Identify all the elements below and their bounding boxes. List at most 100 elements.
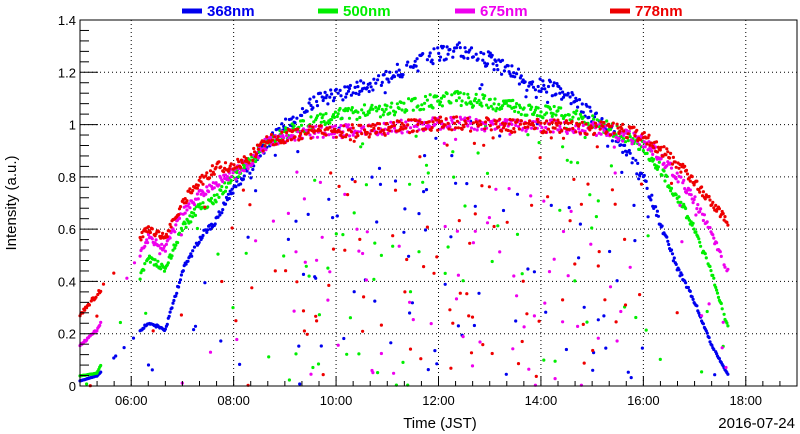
data-point: [532, 270, 537, 274]
data-point: [604, 346, 608, 350]
data-point: [512, 274, 516, 278]
data-point: [171, 301, 175, 305]
data-point: [644, 179, 648, 183]
data-point: [151, 329, 155, 333]
data-point: [608, 127, 613, 132]
data-point: [239, 165, 243, 169]
data-point: [711, 200, 715, 204]
data-point: [362, 125, 366, 129]
data-point: [488, 97, 492, 101]
data-point: [491, 107, 495, 111]
data-point: [83, 308, 87, 312]
data-point: [163, 327, 167, 331]
data-point: [190, 254, 194, 258]
data-point: [223, 202, 228, 206]
data-point: [514, 319, 518, 323]
data-point: [350, 177, 354, 181]
data-point: [510, 130, 514, 134]
data-point: [227, 196, 231, 201]
data-point: [254, 239, 258, 243]
data-point: [694, 230, 698, 234]
data-point: [454, 126, 458, 130]
data-point: [314, 276, 318, 280]
data-point: [654, 140, 659, 144]
data-point: [562, 126, 567, 130]
data-point: [429, 322, 433, 326]
data-point: [400, 108, 404, 112]
data-point: [146, 233, 151, 237]
data-point: [393, 110, 398, 114]
data-point: [377, 107, 381, 111]
data-point: [492, 224, 496, 229]
data-point: [459, 103, 463, 108]
data-point: [620, 127, 624, 131]
data-point: [254, 189, 258, 193]
data-point: [251, 167, 255, 172]
data-point: [338, 88, 342, 92]
data-point: [525, 113, 529, 117]
data-point: [206, 228, 210, 232]
data-point: [365, 130, 369, 135]
data-point: [579, 202, 584, 206]
data-point: [722, 312, 726, 316]
data-point: [138, 254, 142, 258]
data-point: [559, 106, 563, 110]
data-point: [500, 72, 504, 76]
data-point: [515, 232, 520, 236]
data-point: [688, 188, 692, 192]
data-point: [314, 124, 318, 128]
data-point: [217, 160, 221, 164]
x-tick-label: 06:00: [115, 393, 148, 408]
data-point: [673, 160, 677, 164]
data-point: [669, 186, 674, 190]
data-point: [478, 340, 482, 344]
data-point: [180, 228, 184, 233]
data-point: [249, 176, 253, 180]
data-point: [552, 257, 556, 261]
data-point: [608, 133, 613, 137]
data-point: [238, 362, 242, 366]
data-point: [571, 126, 575, 131]
data-point: [397, 244, 401, 248]
data-point: [537, 141, 541, 145]
data-point: [309, 103, 313, 108]
data-point: [596, 199, 600, 203]
data-point: [220, 211, 224, 215]
data-point: [361, 251, 365, 256]
data-point: [702, 213, 707, 217]
data-point: [231, 171, 235, 175]
data-point: [671, 155, 676, 159]
data-point: [558, 91, 562, 95]
data-point: [488, 124, 492, 128]
data-point: [364, 183, 368, 187]
data-point: [425, 58, 429, 62]
data-point: [561, 90, 565, 94]
data-point: [480, 83, 484, 87]
data-point: [114, 354, 118, 358]
data-point: [360, 108, 364, 112]
data-point: [399, 125, 403, 129]
data-point: [631, 156, 635, 160]
data-point: [574, 130, 578, 134]
data-point: [185, 208, 189, 212]
data-point: [388, 111, 392, 115]
data-point: [652, 146, 656, 150]
data-point: [455, 229, 459, 233]
data-point: [192, 211, 196, 215]
data-point: [196, 197, 200, 201]
data-point: [295, 116, 299, 120]
data-point: [456, 273, 460, 277]
data-point: [397, 68, 401, 72]
data-point: [274, 142, 278, 146]
data-point: [219, 165, 223, 169]
data-point: [659, 156, 663, 161]
data-point: [311, 106, 315, 110]
data-point: [467, 96, 471, 100]
data-point: [530, 105, 534, 109]
data-point: [376, 371, 380, 375]
data-point: [692, 198, 696, 202]
data-point: [324, 96, 328, 100]
data-point: [326, 298, 330, 302]
data-point: [605, 130, 609, 134]
data-point: [342, 124, 346, 128]
